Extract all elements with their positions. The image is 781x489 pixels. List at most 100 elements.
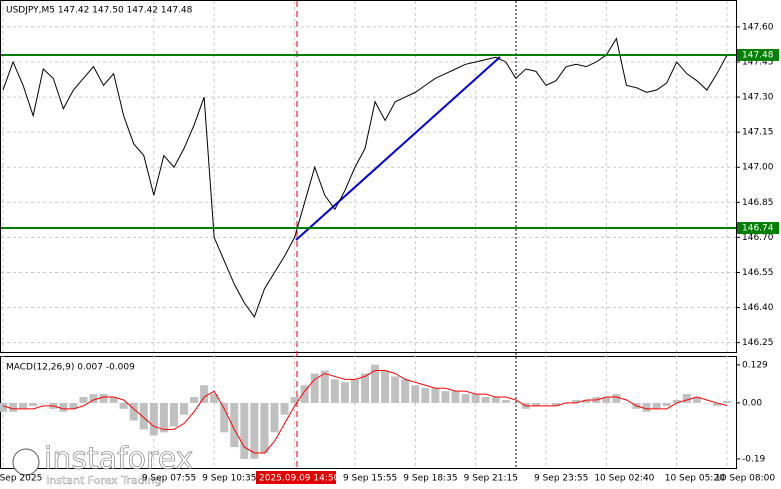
macd-bar [723,400,731,403]
macd-bar [200,385,209,403]
macd-bar [129,402,138,421]
macd-bar [602,397,611,403]
y-tick-label: 147.60 [742,22,774,32]
macd-bar [210,394,219,403]
signal-line [2,370,728,454]
x-tick-label: 10 Sep 05:20 [665,474,725,484]
x-tick-label: 10 Sep 02:40 [594,474,654,484]
macd-bar [672,399,681,403]
macd-bar [270,402,279,433]
x-tick-label: 9 Sep 21:15 [464,474,518,484]
y-tick-label: 146.70 [742,233,774,243]
macd-bar [19,402,28,409]
level-label-bg [737,48,779,61]
macd-bar [391,376,400,403]
macd-bar [350,379,359,403]
x-tick-label: 2025.09.09 14:50 [259,474,340,484]
macd-bar [290,397,299,403]
macd-bar [59,402,68,412]
macd-bar [652,402,661,409]
macd-bar [361,373,369,403]
x-tick-label: 9 Sep 10:35 [202,474,256,484]
macd-bar [401,379,410,403]
macd-bar [431,388,440,403]
macd-bar [240,402,249,459]
macd-bar [511,402,520,404]
macd-bar [582,399,591,403]
y-tick-label: 146.40 [742,303,774,313]
x-tick-label: 10 Sep 08:00 [715,474,775,484]
level-label: 147.48 [742,50,774,60]
macd-bar [612,394,621,403]
macd-bar [471,394,480,403]
macd-bar [79,397,88,403]
y-tick-label: 147.00 [742,163,774,173]
price-panel [0,0,737,353]
macd-bar [190,397,199,403]
y-tick-label: 146.85 [742,198,774,208]
y-tick-label: 146.55 [742,268,774,278]
level-label: 146.74 [742,224,774,234]
chart-title: USDJPY,M5 147.42 147.50 147.42 147.48 [6,6,193,16]
macd-bar [89,394,98,403]
y-tick-label: 147.30 [742,93,774,103]
watermark-brand: instaforex [44,442,193,477]
macd-bar [0,402,7,412]
macd-bar [69,402,78,409]
macd-bar [340,382,349,403]
macd-bar [99,394,108,403]
macd-bar [39,402,48,404]
macd-bar [149,402,158,436]
x-tick-label: 9 Sep 23:55 [534,474,588,484]
watermark-tagline: Instant Forex Trading [46,474,162,487]
macd-bar [642,402,651,412]
macd-bar [159,402,168,433]
macd-bar [421,388,430,403]
y-tick-label: 147.15 [742,128,774,138]
y-tick-label: 0.00 [742,398,762,408]
x-tick-label: 9 Sep 07:55 [142,474,196,484]
macd-bar [280,402,289,415]
macd-bar [250,402,259,459]
macd-bar [662,402,671,406]
macd-bar [371,364,380,403]
macd-bar [109,397,118,403]
macd-bar [230,402,239,448]
y-tick-label: 146.25 [742,338,774,348]
macd-panel [0,356,737,469]
y-tick-label: -0.19 [742,454,766,464]
macd-bar [622,402,631,404]
y-tick-label: 0.129 [742,360,768,370]
macd-bar [29,402,38,406]
macd-bar [9,402,18,412]
macd-bar [542,402,550,404]
macd-bar [491,397,500,403]
macd-bar [119,402,128,409]
x-tick-label: 9 Sep 15:55 [343,474,397,484]
macd-bar [220,402,229,433]
macd-bar [682,394,691,403]
macd-bar [702,402,711,404]
x-tick-label: 9 Sep 18:35 [403,474,457,484]
macd-bar [169,402,178,427]
macd-bar [441,391,450,403]
macd-bar [451,391,460,403]
trend-line [295,56,501,241]
macd-bar [461,394,470,403]
macd-bar [180,402,188,415]
macd-bar [552,402,561,406]
macd-title: MACD(12,26,9) 0.007 -0.009 [6,363,135,373]
macd-bar [531,402,540,406]
macd-bar [572,399,581,403]
macd-bar [481,397,490,403]
x-tick-label: 9 Sep 2025 [0,474,42,484]
watermark-logo [12,448,40,476]
macd-bar [139,402,148,430]
watermark: instaforex Instant Forex Trading [12,441,194,487]
level-label-bg [737,222,779,235]
macd-bar [501,399,510,403]
crosshair-label-bg [256,471,336,484]
macd-bar [320,370,329,403]
macd-bar [692,397,701,403]
